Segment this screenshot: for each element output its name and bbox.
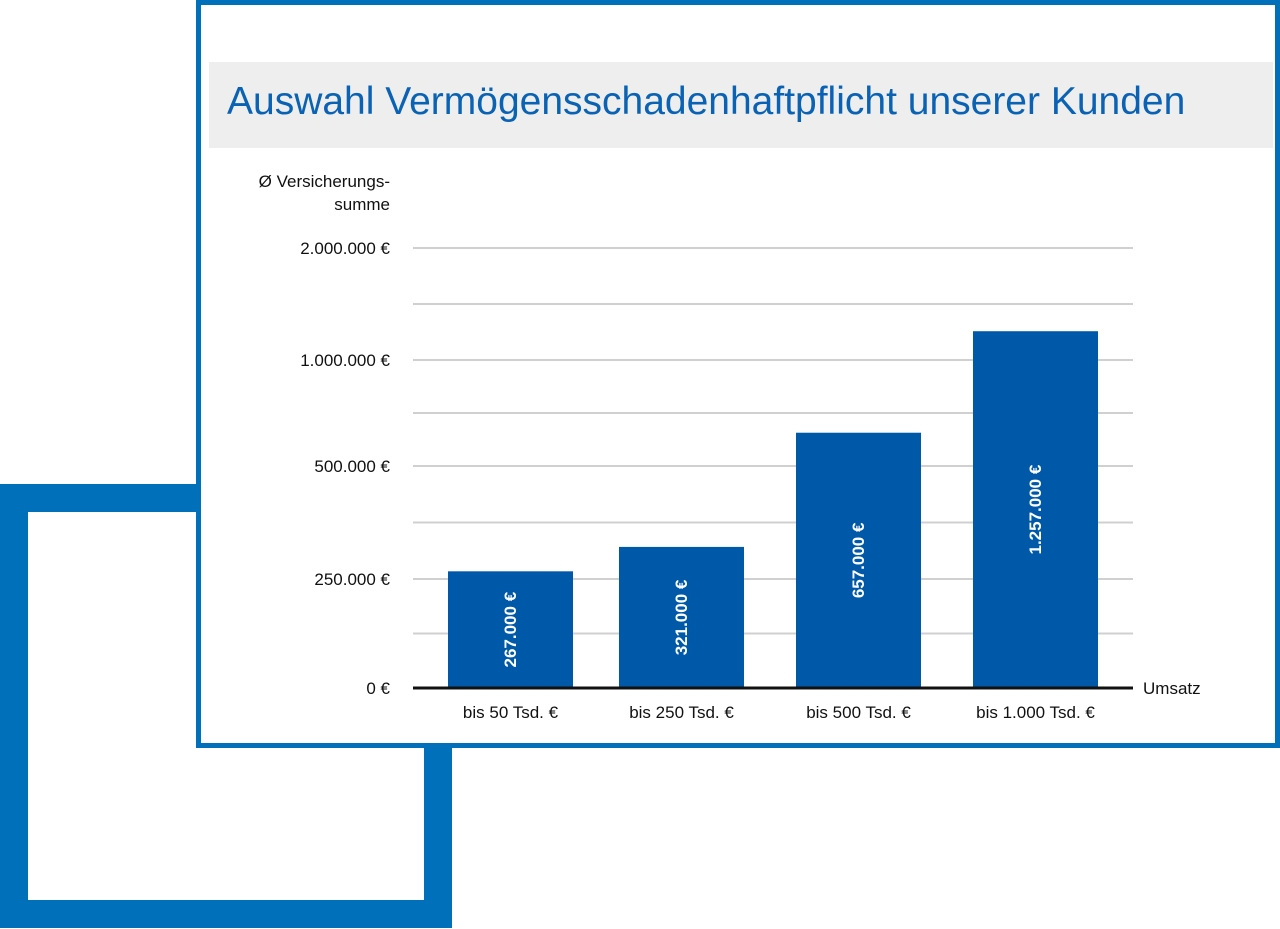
bar-value-label: 1.257.000 € (1026, 464, 1045, 554)
title-band: Auswahl Vermögensschadenhaftpflicht unse… (209, 62, 1273, 148)
x-axis-label: Umsatz (1143, 679, 1201, 698)
bar (796, 432, 921, 688)
x-tick-label: bis 500 Tsd. € (806, 703, 911, 722)
x-tick-label: bis 250 Tsd. € (629, 703, 734, 722)
y-axis-label: summe (334, 195, 390, 214)
x-tick-label: bis 50 Tsd. € (463, 703, 559, 722)
y-tick-label: 500.000 € (314, 457, 390, 476)
y-tick-label: 2.000.000 € (300, 239, 390, 258)
y-tick-label: 1.000.000 € (300, 351, 390, 370)
x-tick-label: bis 1.000 Tsd. € (976, 703, 1095, 722)
bar-value-label: 321.000 € (672, 579, 691, 655)
bar-value-label: 657.000 € (849, 522, 868, 598)
bar-value-label: 267.000 € (501, 591, 520, 667)
bar (973, 331, 1098, 688)
chart-title: Auswahl Vermögensschadenhaftpflicht unse… (227, 80, 1186, 123)
bar (619, 546, 744, 688)
y-axis-label: Ø Versicherungs- (259, 172, 390, 191)
bar (448, 571, 573, 688)
y-tick-label: 0 € (366, 679, 390, 698)
y-tick-label: 250.000 € (314, 570, 390, 589)
